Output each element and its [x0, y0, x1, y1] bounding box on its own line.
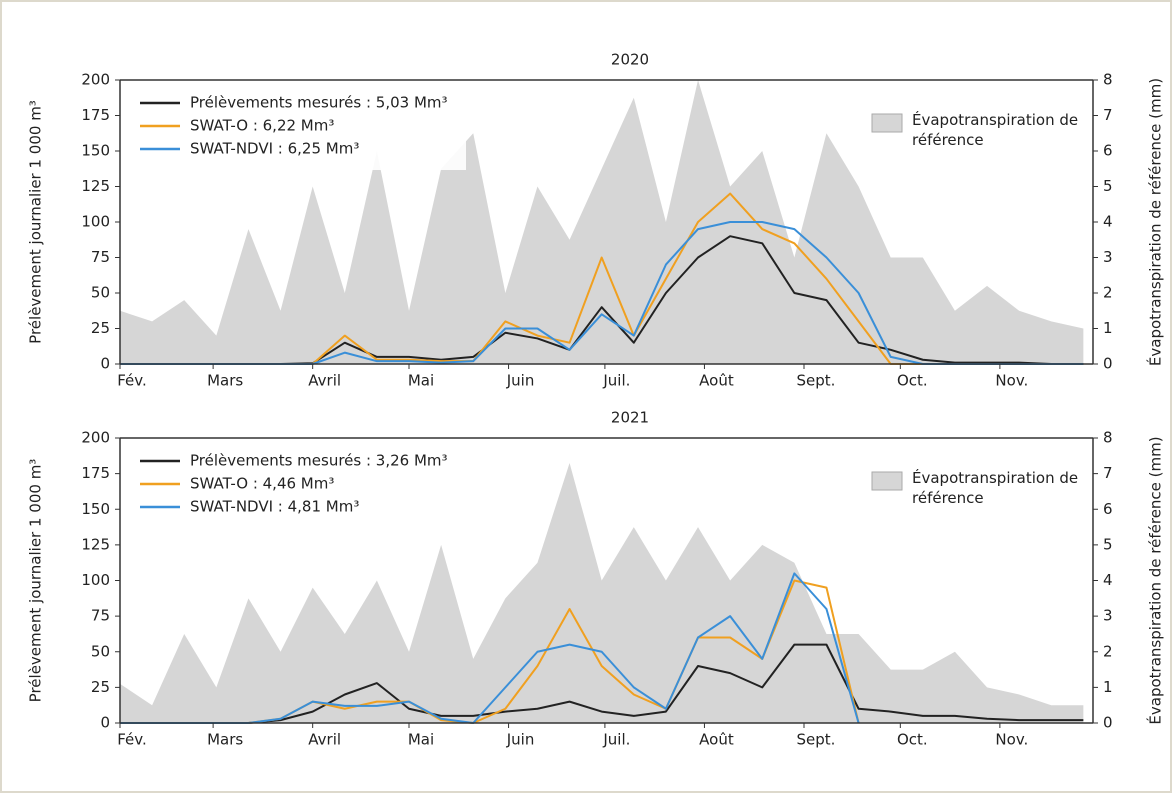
y2-axis-label: Évapotranspiration de référence (mm)	[1146, 436, 1165, 724]
legend-label: Évapotranspiration de référence	[912, 111, 1079, 149]
y2-tick-label: 5	[1103, 177, 1113, 195]
x-tick-label: Juil.	[602, 731, 630, 749]
x-tick-label: Août	[699, 731, 734, 749]
y-tick-label: 0	[100, 714, 110, 732]
x-tick-label: Juin	[506, 731, 535, 749]
y2-tick-label: 1	[1103, 678, 1113, 696]
y-tick-label: 0	[100, 355, 110, 373]
legend-entry: Évapotranspiration de référence	[912, 111, 1079, 149]
y2-tick-label: 6	[1103, 142, 1113, 160]
x-tick-label: Mai	[408, 372, 434, 390]
y2-tick-label: 2	[1103, 284, 1113, 302]
legend-label: SWAT-NDVI : 4,81 Mm³	[190, 498, 359, 516]
y2-tick-label: 3	[1103, 248, 1113, 266]
x-tick-label: Oct.	[897, 372, 928, 390]
legend-label: Prélèvements mesurés : 3,26 Mm³	[190, 452, 448, 470]
y2-tick-label: 3	[1103, 607, 1113, 625]
y2-tick-label: 8	[1103, 71, 1113, 89]
y-axis-label: Prélèvement journalier 1 000 m³	[27, 459, 45, 703]
x-tick-label: Mai	[408, 731, 434, 749]
x-tick-label: Mars	[207, 372, 243, 390]
y2-tick-label: 8	[1103, 429, 1113, 447]
panel-title: 2021	[611, 409, 649, 427]
y-tick-label: 50	[91, 284, 110, 302]
y2-axis-label: Évapotranspiration de référence (mm)	[1146, 78, 1165, 366]
y-tick-label: 150	[81, 500, 110, 518]
y-tick-label: 25	[91, 678, 110, 696]
x-tick-label: Fév.	[117, 731, 147, 749]
y-tick-label: 175	[81, 464, 110, 482]
y-tick-label: 125	[81, 535, 110, 553]
y-tick-label: 25	[91, 319, 110, 337]
y2-tick-label: 2	[1103, 642, 1113, 660]
y2-tick-label: 7	[1103, 464, 1113, 482]
x-tick-label: Avril	[308, 372, 341, 390]
x-tick-label: Nov.	[995, 731, 1028, 749]
y-tick-label: 100	[81, 213, 110, 231]
series-line	[120, 643, 1084, 724]
x-tick-label: Juin	[506, 372, 535, 390]
x-tick-label: Sept.	[797, 731, 836, 749]
y-tick-label: 100	[81, 571, 110, 589]
y2-tick-label: 6	[1103, 500, 1113, 518]
y2-tick-label: 5	[1103, 535, 1113, 553]
legend-swatch	[871, 471, 903, 491]
legend-label: SWAT-O : 6,22 Mm³	[190, 117, 334, 135]
y2-tick-label: 4	[1103, 213, 1113, 231]
legend-label: SWAT-NDVI : 6,25 Mm³	[190, 140, 359, 158]
y2-tick-label: 1	[1103, 319, 1113, 337]
legend-label: Prélèvements mesurés : 5,03 Mm³	[190, 94, 448, 112]
legend-swatch	[871, 113, 903, 133]
y-tick-label: 200	[81, 71, 110, 89]
y-tick-label: 150	[81, 142, 110, 160]
y2-tick-label: 0	[1103, 355, 1113, 373]
y-tick-label: 50	[91, 642, 110, 660]
x-tick-label: Oct.	[897, 731, 928, 749]
x-tick-label: Nov.	[995, 372, 1028, 390]
x-tick-label: Avril	[308, 731, 341, 749]
x-tick-label: Juil.	[602, 372, 630, 390]
x-tick-label: Fév.	[117, 372, 147, 390]
x-tick-label: Août	[699, 372, 734, 390]
legend-box	[126, 444, 466, 528]
panel-title: 2020	[611, 51, 649, 69]
y2-tick-label: 7	[1103, 106, 1113, 124]
legend-box	[126, 86, 466, 170]
y2-tick-label: 0	[1103, 714, 1113, 732]
y-axis-label: Prélèvement journalier 1 000 m³	[27, 100, 45, 344]
legend-label: Évapotranspiration de référence	[912, 469, 1079, 507]
y-tick-label: 125	[81, 177, 110, 195]
legend-label: SWAT-O : 4,46 Mm³	[190, 475, 334, 493]
et-area	[120, 80, 1084, 364]
legend-entry: Évapotranspiration de référence	[912, 469, 1079, 507]
y-tick-label: 200	[81, 429, 110, 447]
y2-tick-label: 4	[1103, 571, 1113, 589]
y-tick-label: 75	[91, 248, 110, 266]
y-tick-label: 175	[81, 106, 110, 124]
x-tick-label: Mars	[207, 731, 243, 749]
y-tick-label: 75	[91, 607, 110, 625]
x-tick-label: Sept.	[797, 372, 836, 390]
